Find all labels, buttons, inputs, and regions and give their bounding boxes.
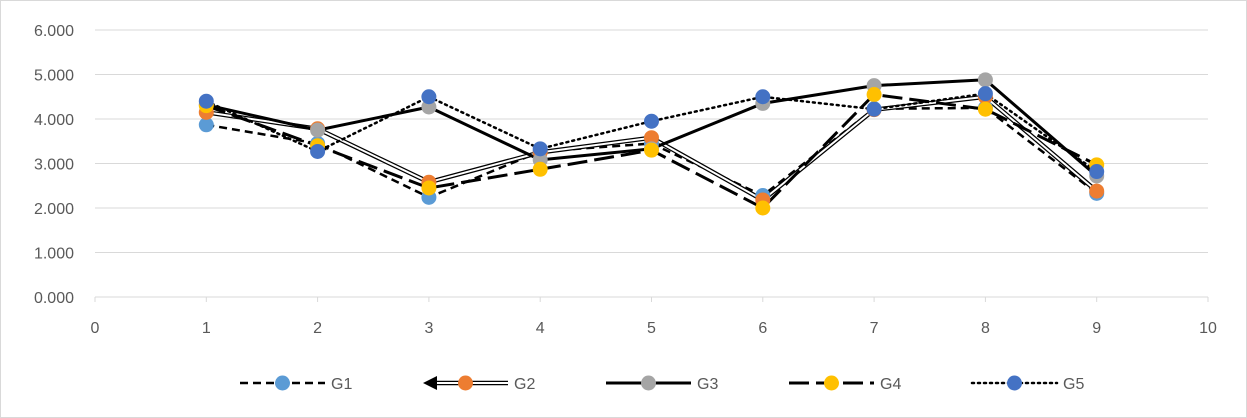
data-point-g5	[1089, 164, 1105, 180]
x-tick-label: 2	[313, 320, 322, 337]
arrowhead-icon	[423, 376, 437, 390]
data-points	[198, 72, 1105, 216]
data-point-g4	[866, 87, 882, 103]
x-tick-label: 0	[91, 320, 100, 337]
legend-marker	[641, 375, 656, 391]
x-tick-label: 4	[536, 320, 545, 337]
y-tick-label: 3.000	[34, 157, 74, 174]
y-tick-label: 4.000	[34, 112, 74, 129]
legend-label: G3	[697, 376, 718, 393]
x-axis-tick-labels: 0 1 2 3 4 5 6 7 8 9 10	[91, 320, 1217, 337]
x-tick-label: 8	[981, 320, 990, 337]
legend-label: G1	[331, 376, 352, 393]
y-axis-tick-labels: 0.000 1.000 2.000 3.000 4.000 5.000 6.000	[34, 23, 74, 307]
axes	[94, 296, 1209, 302]
data-point-g5	[532, 141, 548, 157]
x-tick-label: 6	[758, 320, 767, 337]
y-tick-label: 2.000	[34, 201, 74, 218]
x-tick-label: 1	[202, 320, 211, 337]
y-tick-label: 1.000	[34, 246, 74, 263]
data-point-g5	[310, 143, 326, 159]
x-tick-label: 3	[424, 320, 433, 337]
series-g5-line	[205, 92, 1098, 173]
y-tick-label: 0.000	[34, 290, 74, 307]
data-point-g4	[532, 161, 548, 177]
grid-lines	[95, 29, 1208, 253]
data-point-g3	[310, 122, 326, 138]
data-point-g3	[977, 72, 993, 88]
data-point-g5	[977, 86, 993, 102]
legend-marker	[1007, 375, 1022, 391]
data-point-g5	[644, 113, 659, 129]
x-tick-label: 9	[1092, 320, 1101, 337]
x-tick-label: 5	[647, 320, 656, 337]
legend-item-g2: G2	[423, 375, 535, 393]
y-tick-label: 5.000	[34, 68, 74, 85]
y-tick-label: 6.000	[34, 23, 74, 40]
data-point-g4	[755, 200, 771, 216]
legend-marker	[824, 375, 839, 391]
legend-label: G2	[514, 376, 535, 393]
data-point-g5	[421, 89, 437, 105]
legend-marker	[458, 375, 473, 391]
data-point-g4	[421, 180, 437, 196]
legend: G1 G2 G3 G4 G5	[240, 375, 1084, 393]
x-tick-label: 10	[1199, 320, 1217, 337]
data-point-g2	[644, 130, 659, 146]
data-point-g4	[977, 101, 993, 117]
legend-item-g5: G5	[970, 375, 1084, 393]
legend-marker	[275, 375, 290, 391]
data-point-g5	[755, 89, 771, 105]
legend-item-g1: G1	[240, 375, 352, 393]
legend-label: G4	[880, 376, 901, 393]
data-point-g4	[644, 142, 659, 158]
x-tick-label: 7	[870, 320, 879, 337]
legend-label: G5	[1063, 376, 1084, 393]
data-point-g1	[198, 117, 214, 133]
legend-item-g4: G4	[789, 375, 901, 393]
data-point-g2	[1089, 183, 1105, 199]
legend-item-g3: G3	[606, 375, 718, 393]
data-point-g5	[866, 101, 882, 117]
data-point-g5	[198, 93, 214, 109]
